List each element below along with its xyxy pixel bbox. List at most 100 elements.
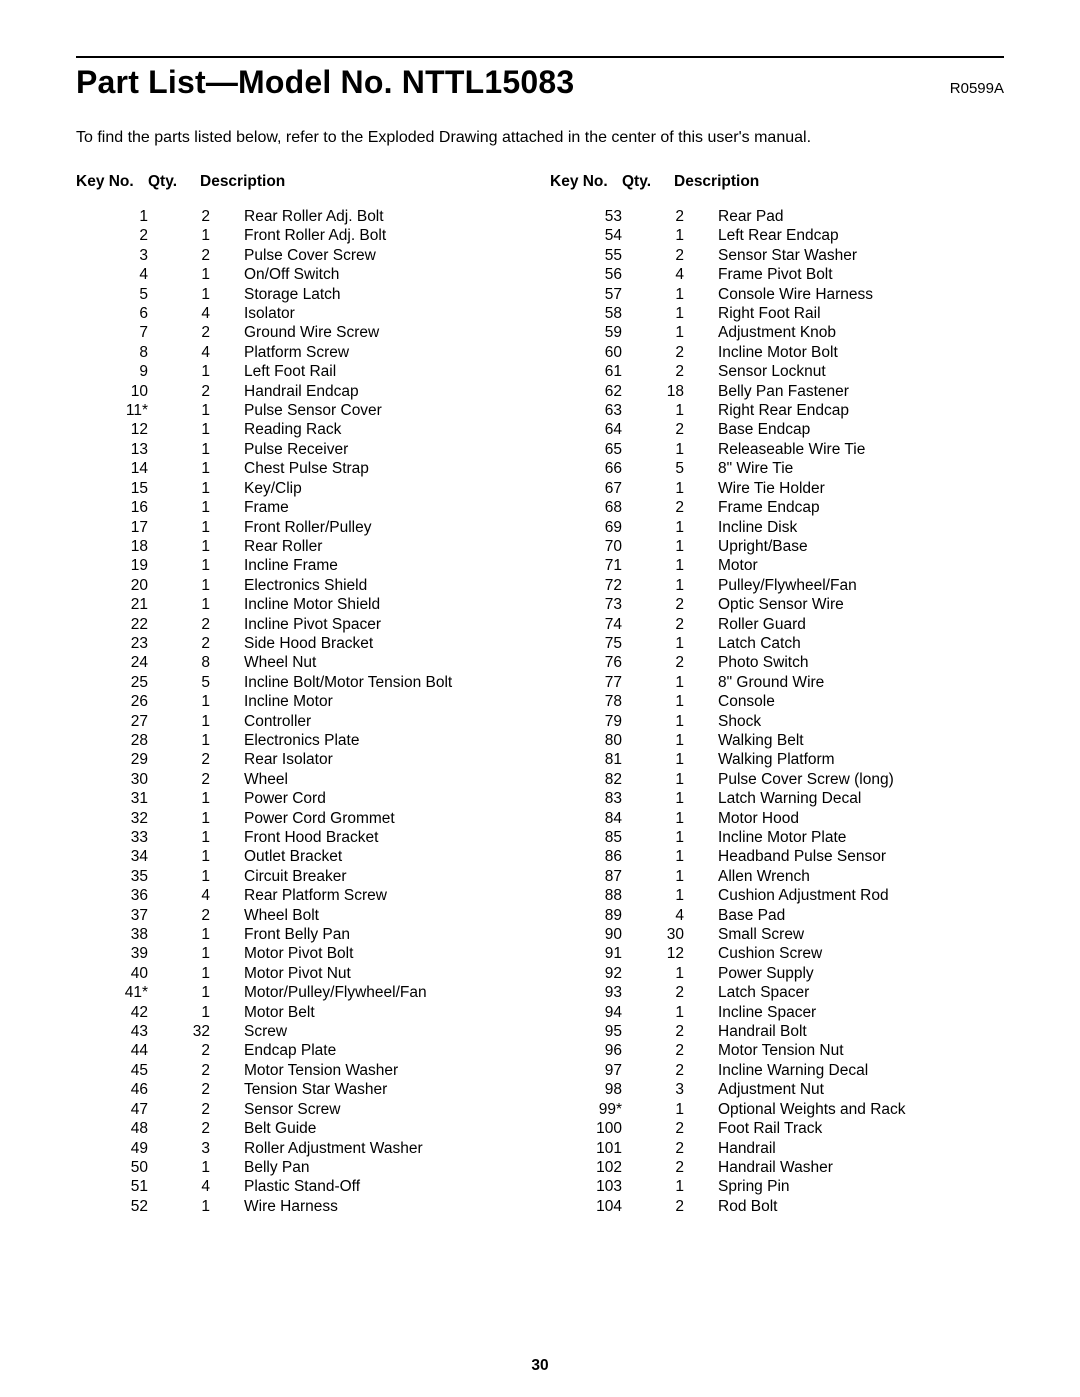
part-key-no: 48 — [76, 1119, 158, 1138]
part-description: Releaseable Wire Tie — [718, 440, 1004, 459]
part-qty: 1 — [158, 828, 244, 847]
part-description: Belt Guide — [244, 1119, 530, 1138]
part-description: Motor/Pulley/Flywheel/Fan — [244, 983, 530, 1002]
part-key-no: 98 — [550, 1080, 632, 1099]
part-qty: 4 — [158, 343, 244, 362]
part-description: Platform Screw — [244, 343, 530, 362]
part-description: Rear Platform Screw — [244, 886, 530, 905]
part-description: Sensor Locknut — [718, 362, 1004, 381]
parts-columns: Key No. Qty. Description 12Rear Roller A… — [76, 173, 1004, 1216]
part-row: 271Controller — [76, 712, 530, 731]
part-description: Front Roller/Pulley — [244, 518, 530, 537]
part-key-no: 21 — [76, 595, 158, 614]
part-qty: 1 — [632, 712, 718, 731]
part-qty: 1 — [158, 944, 244, 963]
header-key-no: Key No. — [76, 173, 148, 191]
part-key-no: 100 — [550, 1119, 632, 1138]
part-key-no: 77 — [550, 673, 632, 692]
part-qty: 1 — [632, 673, 718, 692]
part-qty: 4 — [158, 886, 244, 905]
top-rule — [76, 56, 1004, 58]
part-description: Controller — [244, 712, 530, 731]
part-key-no: 75 — [550, 634, 632, 653]
part-description: Handrail Bolt — [718, 1022, 1004, 1041]
part-row: 64Isolator — [76, 304, 530, 323]
part-qty: 2 — [632, 343, 718, 362]
part-key-no: 51 — [76, 1177, 158, 1196]
part-row: 421Motor Belt — [76, 1003, 530, 1022]
parts-list-right: 532Rear Pad541Left Rear Endcap552Sensor … — [550, 207, 1004, 1216]
part-qty: 2 — [632, 207, 718, 226]
part-description: Motor Hood — [718, 809, 1004, 828]
part-qty: 1 — [158, 518, 244, 537]
part-description: Incline Disk — [718, 518, 1004, 537]
part-row: 1031Spring Pin — [550, 1177, 1004, 1196]
part-row: 372Wheel Bolt — [76, 906, 530, 925]
part-row: 612Sensor Locknut — [550, 362, 1004, 381]
part-description: Power Cord — [244, 789, 530, 808]
part-key-no: 101 — [550, 1139, 632, 1158]
part-description: Latch Catch — [718, 634, 1004, 653]
part-description: Headband Pulse Sensor — [718, 847, 1004, 866]
part-description: Handrail — [718, 1139, 1004, 1158]
part-description: Console — [718, 692, 1004, 711]
part-description: Frame — [244, 498, 530, 517]
part-key-no: 94 — [550, 1003, 632, 1022]
part-description: Incline Frame — [244, 556, 530, 575]
part-qty: 1 — [632, 867, 718, 886]
part-qty: 3 — [158, 1139, 244, 1158]
part-key-no: 103 — [550, 1177, 632, 1196]
part-description: Optic Sensor Wire — [718, 595, 1004, 614]
part-row: 721Pulley/Flywheel/Fan — [550, 576, 1004, 595]
part-key-no: 87 — [550, 867, 632, 886]
part-qty: 1 — [632, 750, 718, 769]
part-qty: 1 — [632, 847, 718, 866]
part-qty: 2 — [632, 1119, 718, 1138]
part-qty: 1 — [158, 1197, 244, 1216]
part-description: Power Cord Grommet — [244, 809, 530, 828]
part-description: Rear Isolator — [244, 750, 530, 769]
part-row: 9112Cushion Screw — [550, 944, 1004, 963]
part-row: 732Optic Sensor Wire — [550, 595, 1004, 614]
part-row: 32Pulse Cover Screw — [76, 246, 530, 265]
part-key-no: 86 — [550, 847, 632, 866]
part-row: 391Motor Pivot Bolt — [76, 944, 530, 963]
part-key-no: 50 — [76, 1158, 158, 1177]
part-qty: 2 — [158, 1041, 244, 1060]
part-key-no: 73 — [550, 595, 632, 614]
part-key-no: 60 — [550, 343, 632, 362]
part-qty: 2 — [632, 983, 718, 1002]
part-qty: 1 — [158, 809, 244, 828]
part-row: 232Side Hood Bracket — [76, 634, 530, 653]
part-key-no: 6 — [76, 304, 158, 323]
part-row: 871Allen Wrench — [550, 867, 1004, 886]
part-row: 1012Handrail — [550, 1139, 1004, 1158]
part-key-no: 47 — [76, 1100, 158, 1119]
part-key-no: 63 — [550, 401, 632, 420]
part-qty: 2 — [632, 362, 718, 381]
part-row: 171Front Roller/Pulley — [76, 518, 530, 537]
part-row: 651Releaseable Wire Tie — [550, 440, 1004, 459]
part-row: 6218Belly Pan Fastener — [550, 382, 1004, 401]
part-description: Isolator — [244, 304, 530, 323]
part-key-no: 59 — [550, 323, 632, 342]
part-key-no: 18 — [76, 537, 158, 556]
part-row: 521Wire Harness — [76, 1197, 530, 1216]
part-qty: 1 — [632, 518, 718, 537]
part-description: Allen Wrench — [718, 867, 1004, 886]
part-key-no: 34 — [76, 847, 158, 866]
part-description: Side Hood Bracket — [244, 634, 530, 653]
part-row: 851Incline Motor Plate — [550, 828, 1004, 847]
part-qty: 1 — [632, 809, 718, 828]
part-description: Console Wire Harness — [718, 285, 1004, 304]
part-row: 564Frame Pivot Bolt — [550, 265, 1004, 284]
part-key-no: 42 — [76, 1003, 158, 1022]
part-row: 861Headband Pulse Sensor — [550, 847, 1004, 866]
part-row: 472Sensor Screw — [76, 1100, 530, 1119]
part-key-no: 80 — [550, 731, 632, 750]
part-row: 671Wire Tie Holder — [550, 479, 1004, 498]
part-key-no: 81 — [550, 750, 632, 769]
part-description: Walking Belt — [718, 731, 1004, 750]
part-row: 742Roller Guard — [550, 615, 1004, 634]
page-title: Part List—Model No. NTTL15083 — [76, 64, 574, 101]
